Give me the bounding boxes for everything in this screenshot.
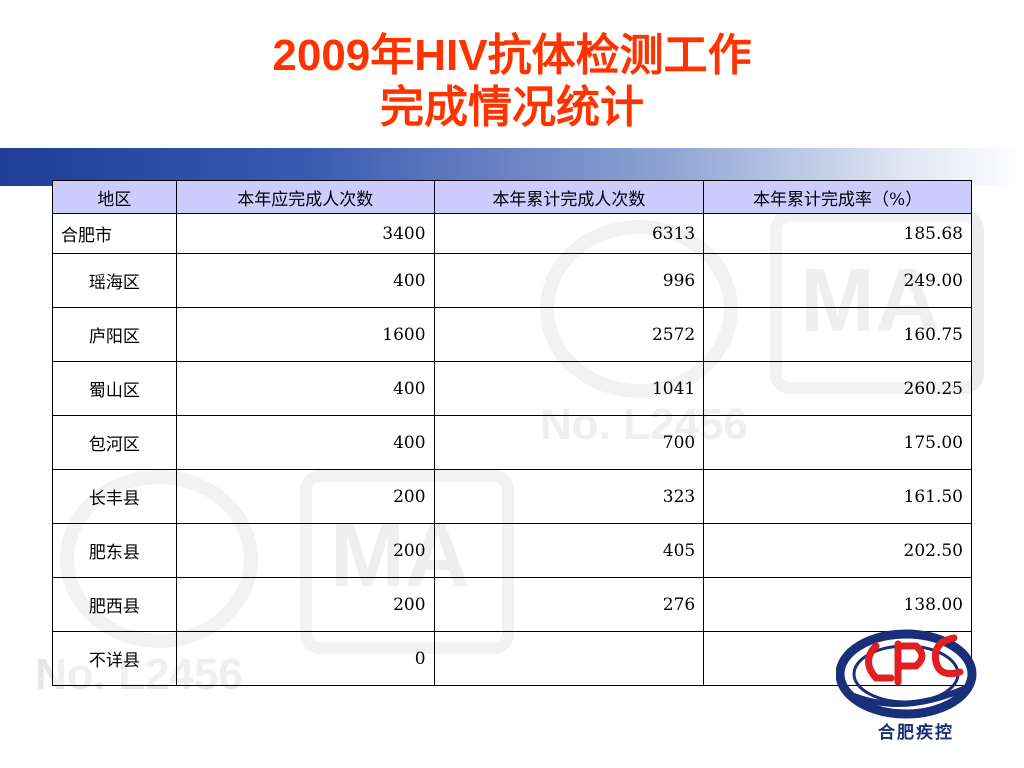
header-target: 本年应完成人次数 (175, 180, 435, 214)
cell-done: 700 (433, 415, 705, 470)
cell-target: 200 (175, 577, 435, 632)
table-row: 长丰县 200 323 161.50 (52, 469, 972, 524)
slide-title-line1: 2009年HIV抗体检测工作 (272, 31, 752, 80)
cell-region: 瑶海区 (52, 253, 177, 308)
table-row: 包河区 400 700 175.00 (52, 415, 972, 470)
cell-rate: 185.68 (703, 213, 972, 254)
table-row: 肥西县 200 276 138.00 (52, 577, 972, 632)
cell-region: 合肥市 (52, 213, 177, 254)
table-row: 肥东县 200 405 202.50 (52, 523, 972, 578)
cell-done: 2572 (433, 307, 705, 362)
table-header-row: 地区 本年应完成人次数 本年累计完成人次数 本年累计完成率（%） (52, 180, 972, 214)
cell-rate: 175.00 (703, 415, 972, 470)
header-rate: 本年累计完成率（%） (703, 180, 972, 214)
cdc-caption: 合肥疾控 (878, 723, 954, 743)
cell-done: 1041 (433, 361, 705, 416)
cell-rate: 260.25 (703, 361, 972, 416)
slide-title: 2009年HIV抗体检测工作 完成情况统计 (0, 30, 1024, 134)
cell-rate: 202.50 (703, 523, 972, 578)
cell-rate: 161.50 (703, 469, 972, 524)
statistics-table: 地区 本年应完成人次数 本年累计完成人次数 本年累计完成率（%） 合肥市 340… (52, 180, 972, 686)
cell-region: 包河区 (52, 415, 177, 470)
cell-region: 不详县 (52, 631, 177, 686)
cell-target: 1600 (175, 307, 435, 362)
cell-done: 996 (433, 253, 705, 308)
cell-region: 肥西县 (52, 577, 177, 632)
table-row: 蜀山区 400 1041 260.25 (52, 361, 972, 416)
table-row: 不详县 0 (52, 631, 972, 686)
cell-target: 200 (175, 523, 435, 578)
cell-done (433, 631, 705, 686)
header-region: 地区 (52, 180, 177, 214)
cell-target: 200 (175, 469, 435, 524)
table-row: 瑶海区 400 996 249.00 (52, 253, 972, 308)
cdc-logo-icon (836, 629, 977, 719)
cell-region: 蜀山区 (52, 361, 177, 416)
cell-region: 肥东县 (52, 523, 177, 578)
cell-target: 400 (175, 253, 435, 308)
cell-region: 庐阳区 (52, 307, 177, 362)
cell-rate: 160.75 (703, 307, 972, 362)
cell-rate: 138.00 (703, 577, 972, 632)
header-gradient-band (0, 148, 1024, 186)
cell-done: 6313 (433, 213, 705, 254)
cell-done: 405 (433, 523, 705, 578)
cell-target: 3400 (175, 213, 435, 254)
header-done: 本年累计完成人次数 (433, 180, 705, 214)
table-row: 庐阳区 1600 2572 160.75 (52, 307, 972, 362)
slide-title-line2: 完成情况统计 (380, 83, 644, 132)
cell-rate: 249.00 (703, 253, 972, 308)
cell-target: 0 (175, 631, 435, 686)
cell-region: 长丰县 (52, 469, 177, 524)
cell-done: 323 (433, 469, 705, 524)
cell-done: 276 (433, 577, 705, 632)
cell-target: 400 (175, 361, 435, 416)
table-row: 合肥市 3400 6313 185.68 (52, 213, 972, 254)
cell-target: 400 (175, 415, 435, 470)
